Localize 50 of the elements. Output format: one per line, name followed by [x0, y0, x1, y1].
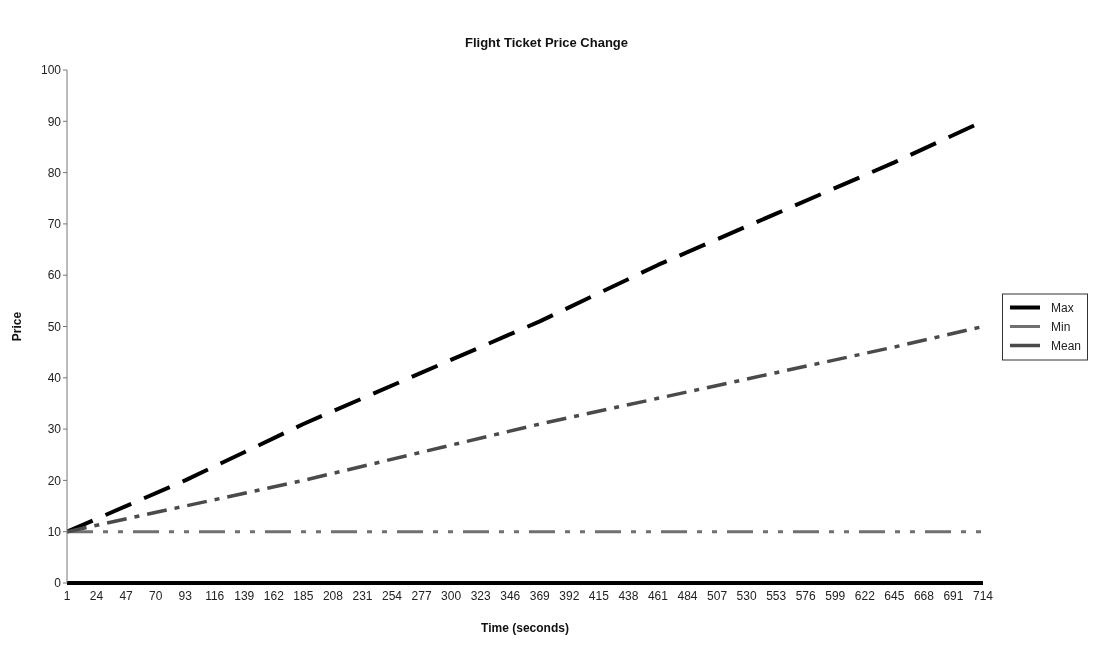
x-tick-label: 1 — [63, 588, 71, 603]
x-tick-label: 438 — [618, 588, 639, 603]
y-tick-label: 40 — [47, 371, 62, 386]
x-tick-label: 553 — [766, 588, 787, 603]
x-tick-label: 691 — [943, 588, 964, 603]
legend-label: Mean — [1050, 338, 1081, 353]
x-tick-label: 461 — [647, 588, 669, 603]
x-tick-label: 300 — [441, 588, 462, 603]
x-tick-label: 162 — [263, 588, 285, 603]
chart-title: Flight Ticket Price Change — [464, 35, 629, 50]
x-tick-label: 392 — [559, 588, 580, 603]
x-tick-label: 645 — [884, 588, 905, 603]
x-tick-label: 277 — [411, 588, 432, 603]
x-tick-label: 231 — [352, 588, 373, 603]
x-tick-label: 47 — [119, 588, 134, 603]
y-tick-label: 10 — [47, 524, 62, 539]
x-axis-title: Time (seconds) — [481, 621, 569, 635]
y-axis-title: Price — [10, 311, 25, 342]
x-tick-label: 415 — [588, 588, 610, 603]
x-tick-label: 70 — [148, 588, 163, 603]
x-tick-label: 346 — [500, 588, 521, 603]
x-tick-label: 507 — [707, 588, 728, 603]
x-tick-label: 599 — [825, 588, 846, 603]
y-tick-label: 20 — [47, 473, 62, 488]
y-tick-label: 100 — [40, 63, 62, 78]
y-tick-label: 30 — [47, 422, 62, 437]
y-tick-label: 60 — [47, 268, 62, 283]
x-tick-label: 93 — [178, 588, 193, 603]
x-tick-label: 622 — [854, 588, 876, 603]
x-tick-label: 185 — [293, 588, 314, 603]
x-tick-label: 323 — [470, 588, 492, 603]
x-tick-label: 714 — [972, 588, 994, 603]
x-tick-label: 530 — [736, 588, 757, 603]
y-tick-label: 70 — [47, 217, 62, 232]
x-tick-label: 116 — [205, 588, 225, 603]
x-tick-label: 24 — [89, 588, 104, 603]
x-tick-label: 668 — [913, 588, 935, 603]
y-tick-label: 80 — [47, 165, 62, 180]
legend-label: Max — [1050, 300, 1074, 315]
y-tick-label: 90 — [47, 114, 62, 129]
x-tick-label: 254 — [382, 588, 403, 603]
x-tick-label: 369 — [529, 588, 551, 603]
y-tick-label: 50 — [47, 319, 62, 334]
x-tick-label: 576 — [795, 588, 817, 603]
line-series — [67, 324, 983, 534]
legend-label: Min — [1050, 319, 1071, 334]
x-tick-label: 139 — [234, 588, 255, 603]
y-tick-label: 0 — [54, 576, 62, 591]
x-tick-label: 484 — [677, 588, 698, 603]
x-tick-label: 208 — [322, 588, 344, 603]
